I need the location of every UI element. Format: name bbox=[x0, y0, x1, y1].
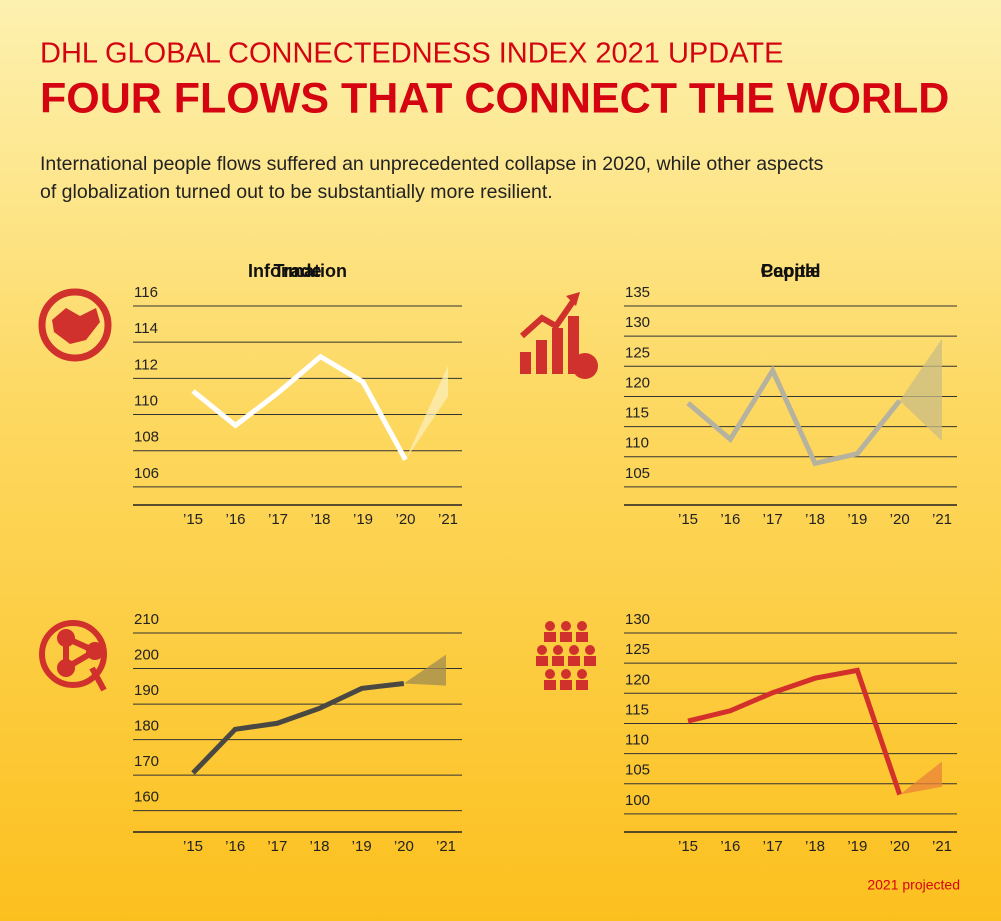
x-tick-label: ’18 bbox=[805, 511, 825, 528]
projection-range bbox=[403, 654, 446, 686]
x-tick-label: ’15 bbox=[183, 511, 203, 528]
x-tick-label: ’17 bbox=[763, 838, 783, 855]
y-tick-label: 100 bbox=[625, 792, 650, 809]
projection-range bbox=[899, 338, 942, 442]
headline: FOUR FLOWS THAT CONNECT THE WORLD bbox=[40, 74, 949, 122]
people-icon bbox=[536, 621, 596, 690]
x-tick-label: ’19 bbox=[847, 838, 867, 855]
x-tick-label: ’20 bbox=[890, 511, 910, 528]
description: International people flows suffered an u… bbox=[40, 153, 824, 175]
x-tick-label: ’16 bbox=[720, 511, 740, 528]
y-tick-label: 112 bbox=[134, 356, 158, 373]
x-tick-label: ’18 bbox=[309, 838, 329, 855]
x-tick-label: ’16 bbox=[225, 511, 245, 528]
y-tick-label: 125 bbox=[625, 641, 650, 658]
x-tick-label: ’20 bbox=[395, 511, 415, 528]
footnote: 2021 projected bbox=[867, 877, 960, 893]
x-tick-label: ’21 bbox=[436, 838, 456, 855]
y-tick-label: 110 bbox=[625, 732, 649, 749]
y-tick-label: 120 bbox=[625, 374, 650, 391]
x-tick-label: ’19 bbox=[847, 511, 867, 528]
y-tick-label: 115 bbox=[625, 701, 649, 718]
y-tick-label: 190 bbox=[134, 682, 159, 699]
y-tick-label: 114 bbox=[134, 320, 158, 337]
x-tick-label: ’20 bbox=[890, 838, 910, 855]
x-tick-label: ’21 bbox=[932, 838, 952, 855]
x-tick-label: ’15 bbox=[678, 838, 698, 855]
x-tick-label: ’16 bbox=[720, 838, 740, 855]
x-tick-label: ’16 bbox=[225, 838, 245, 855]
y-tick-label: 116 bbox=[134, 284, 158, 301]
y-tick-label: 110 bbox=[134, 393, 158, 410]
chart-title: People bbox=[761, 261, 820, 281]
x-tick-label: ’15 bbox=[678, 511, 698, 528]
y-tick-label: 115 bbox=[625, 405, 649, 422]
x-tick-label: ’18 bbox=[805, 838, 825, 855]
y-tick-label: 135 bbox=[625, 284, 650, 301]
x-tick-label: ’17 bbox=[267, 838, 287, 855]
data-line bbox=[191, 680, 405, 775]
y-tick-label: 120 bbox=[625, 671, 650, 688]
projection-range bbox=[899, 761, 942, 795]
y-tick-label: 180 bbox=[134, 718, 159, 735]
y-tick-label: 160 bbox=[134, 789, 159, 806]
y-tick-label: 110 bbox=[625, 435, 649, 452]
y-tick-label: 106 bbox=[134, 465, 159, 482]
information-icon bbox=[39, 620, 107, 692]
x-tick-label: ’21 bbox=[932, 511, 952, 528]
x-tick-label: ’19 bbox=[352, 838, 372, 855]
capital-icon bbox=[519, 292, 598, 379]
trade-icon bbox=[38, 288, 112, 362]
data-line bbox=[191, 353, 408, 461]
y-tick-label: 105 bbox=[625, 465, 650, 482]
kicker: DHL GLOBAL CONNECTEDNESS INDEX 2021 UPDA… bbox=[40, 38, 783, 70]
chart-title: Information bbox=[248, 261, 347, 281]
x-tick-label: ’18 bbox=[310, 511, 330, 528]
x-tick-label: ’15 bbox=[183, 838, 203, 855]
x-tick-label: ’17 bbox=[763, 511, 783, 528]
chart-title: Trade bbox=[273, 261, 321, 281]
x-tick-label: ’21 bbox=[438, 511, 458, 528]
description: of globalization turned out to be substa… bbox=[40, 181, 553, 203]
x-tick-label: ’19 bbox=[353, 511, 373, 528]
x-tick-label: ’20 bbox=[394, 838, 414, 855]
y-tick-label: 105 bbox=[625, 762, 650, 779]
projection-range bbox=[405, 365, 448, 460]
x-tick-label: ’17 bbox=[268, 511, 288, 528]
y-tick-label: 200 bbox=[134, 647, 159, 664]
y-tick-label: 108 bbox=[134, 429, 159, 446]
data-line bbox=[686, 365, 902, 467]
y-tick-label: 125 bbox=[625, 344, 650, 361]
y-tick-label: 210 bbox=[134, 611, 159, 628]
y-tick-label: 170 bbox=[134, 753, 159, 770]
chart-title: Capital bbox=[760, 261, 820, 281]
y-tick-label: 130 bbox=[625, 611, 650, 628]
y-tick-label: 130 bbox=[625, 314, 650, 331]
data-line bbox=[687, 667, 903, 796]
